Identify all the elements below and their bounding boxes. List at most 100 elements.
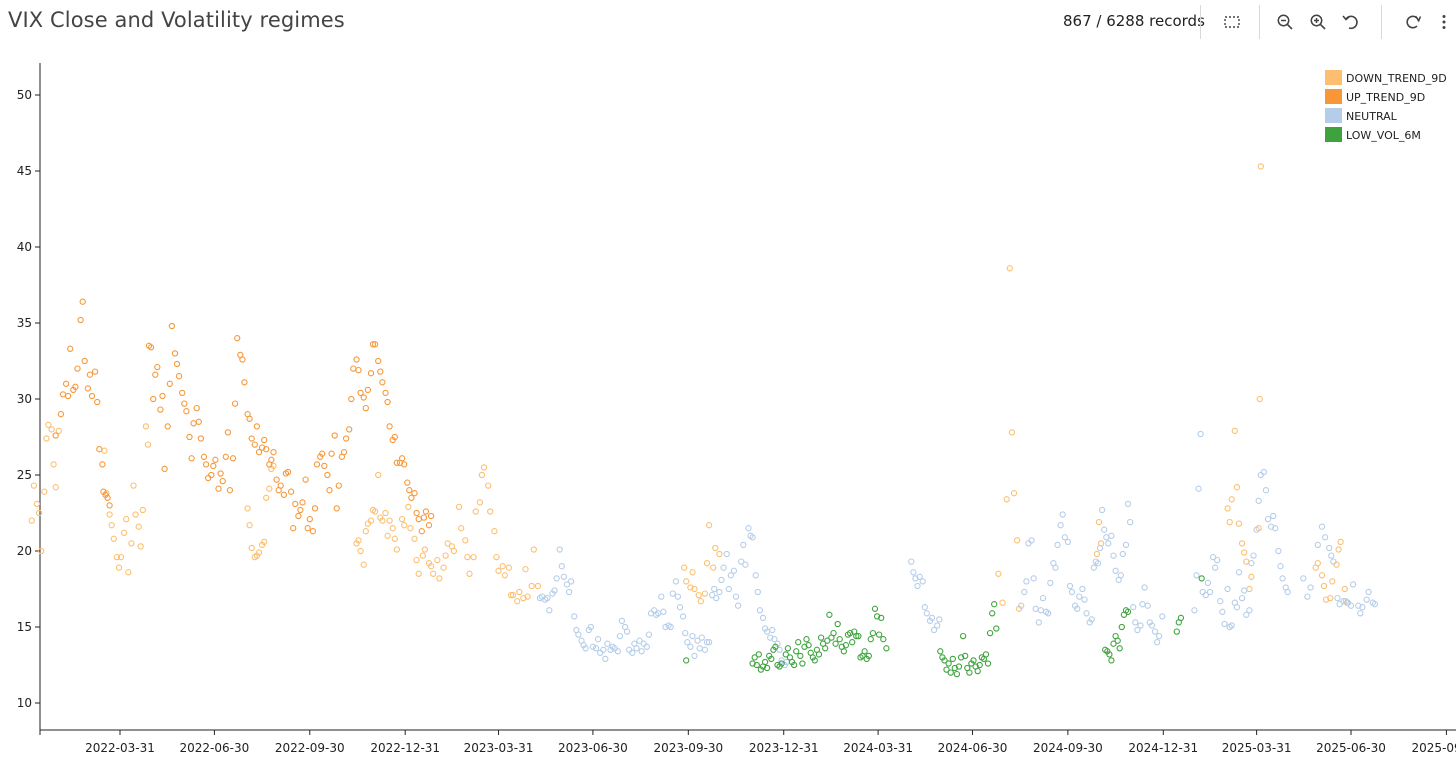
data-point: [923, 610, 930, 617]
x-tick-label: 2024-09-30: [1033, 741, 1103, 755]
chart-header: VIX Close and Volatility regimes 867 / 6…: [0, 0, 1456, 46]
data-point: [1238, 540, 1246, 547]
data-point: [742, 561, 749, 568]
data-point: [357, 547, 364, 555]
refresh-icon[interactable]: [1401, 10, 1425, 34]
box-select-icon[interactable]: [1220, 10, 1244, 34]
data-point: [1074, 605, 1081, 612]
data-point: [1032, 605, 1039, 612]
data-point: [401, 522, 408, 529]
data-point: [1255, 497, 1262, 504]
chart-title: VIX Close and Volatility regimes: [8, 8, 345, 32]
data-point: [524, 593, 531, 600]
data-point: [636, 637, 643, 644]
data-point: [268, 456, 275, 463]
data-point: [324, 471, 331, 479]
data-point: [955, 663, 963, 670]
data-point: [1144, 602, 1151, 609]
data-point: [386, 517, 393, 524]
more-vertical-icon[interactable]: [1436, 10, 1452, 34]
data-point: [478, 471, 486, 479]
data-point: [830, 629, 837, 637]
data-point: [1320, 582, 1328, 590]
data-point: [1231, 427, 1238, 435]
data-point: [411, 490, 418, 497]
zoom-in-icon[interactable]: [1306, 10, 1330, 34]
data-point: [1023, 578, 1030, 585]
data-point: [35, 509, 43, 517]
x-axis: 2022-03-31 2022-06-30 2022-09-30 2022-12-31…: [39, 729, 1456, 755]
data-point: [357, 389, 364, 397]
data-point: [1159, 613, 1166, 620]
data-point: [873, 613, 881, 620]
data-point: [784, 645, 792, 652]
data-point: [580, 642, 587, 649]
zoom-out-icon[interactable]: [1273, 10, 1297, 34]
data-point: [369, 341, 377, 348]
data-point: [1030, 575, 1037, 582]
data-point: [1243, 558, 1250, 565]
data-point: [299, 499, 306, 506]
data-point: [183, 408, 190, 415]
data-point: [1238, 594, 1246, 602]
data-point: [52, 484, 59, 491]
data-point: [208, 471, 215, 479]
legend-item[interactable]: LOW_VOL_6M: [1325, 127, 1421, 142]
data-point: [984, 660, 992, 667]
legend-item[interactable]: NEUTRAL: [1325, 108, 1398, 123]
reset-icon[interactable]: [1338, 10, 1362, 34]
data-point: [74, 365, 81, 372]
data-point: [587, 623, 594, 631]
data-point: [1093, 550, 1101, 558]
legend-label: LOW_VOL_6M: [1346, 129, 1421, 142]
data-point: [246, 415, 253, 422]
data-point: [495, 567, 502, 574]
data-point: [197, 435, 205, 442]
data-point: [544, 594, 551, 602]
data-point: [761, 658, 769, 666]
data-point: [957, 654, 965, 661]
data-point: [360, 394, 367, 401]
data-point: [284, 468, 292, 476]
data-point: [55, 427, 62, 435]
data-point: [1243, 611, 1250, 618]
x-tick-label: 2023-12-31: [749, 741, 819, 755]
data-point: [91, 368, 99, 375]
data-point: [712, 544, 719, 552]
data-point: [248, 435, 255, 442]
data-point: [687, 643, 694, 650]
data-point: [1198, 575, 1205, 582]
data-point: [1124, 608, 1132, 615]
x-tick-label: 2024-06-30: [938, 741, 1008, 755]
y-tick-label: 25: [17, 468, 32, 482]
data-point: [1018, 602, 1025, 609]
data-point: [916, 573, 923, 580]
data-point: [534, 582, 542, 590]
data-point: [28, 517, 35, 524]
data-point: [142, 423, 150, 430]
legend-item[interactable]: DOWN_TREND_9D: [1325, 70, 1447, 85]
data-point: [689, 569, 696, 576]
data-point: [501, 572, 508, 579]
data-point: [1248, 560, 1255, 567]
toolbar-divider: [1259, 5, 1260, 39]
data-point: [1057, 522, 1064, 529]
data-point: [1262, 487, 1270, 494]
y-tick-label: 10: [17, 696, 32, 710]
legend-item[interactable]: UP_TREND_9D: [1325, 89, 1425, 104]
data-point: [1155, 632, 1163, 640]
data-point: [1037, 607, 1045, 614]
data-point: [391, 535, 398, 542]
data-point: [1257, 471, 1264, 479]
data-point: [928, 614, 936, 622]
data-point: [1264, 515, 1272, 523]
data-point: [144, 441, 152, 448]
chart-legend[interactable]: DOWN_TREND_9D UP_TREND_9D NEUTRAL LOW_VOL_6…: [1325, 70, 1447, 142]
data-point: [115, 564, 123, 571]
data-point: [989, 610, 996, 617]
data-point: [1110, 640, 1117, 647]
data-point: [1219, 608, 1226, 615]
data-point: [1094, 560, 1102, 567]
data-point: [229, 455, 237, 462]
